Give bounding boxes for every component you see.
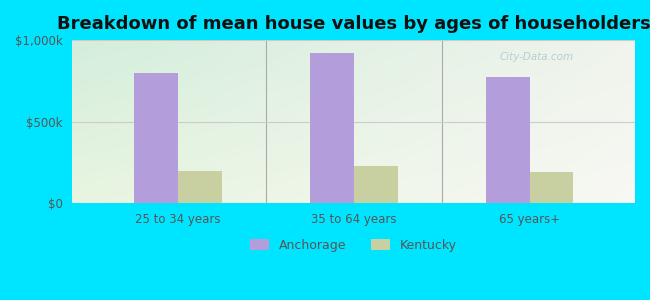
Bar [354, 167, 398, 203]
Bar [530, 172, 573, 203]
Bar [310, 53, 354, 203]
Text: City-Data.com: City-Data.com [500, 52, 574, 61]
Bar [134, 73, 178, 203]
Legend: Anchorage, Kentucky: Anchorage, Kentucky [245, 234, 462, 257]
Title: Breakdown of mean house values by ages of householders: Breakdown of mean house values by ages o… [57, 15, 650, 33]
Bar [178, 171, 222, 203]
Bar [486, 77, 530, 203]
